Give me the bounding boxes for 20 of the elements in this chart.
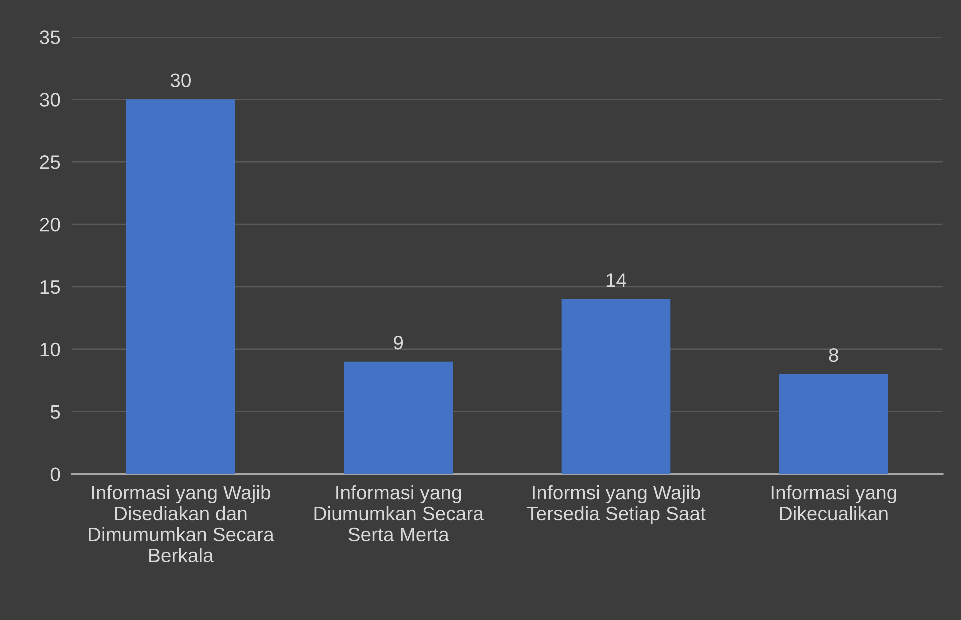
y-tick-label: 25 [40,156,60,170]
data-label: 30 [170,74,191,88]
y-tick-label: 0 [50,468,60,482]
bar [344,362,453,474]
y-tick-label: 35 [40,30,60,44]
y-tick-label: 10 [40,342,60,357]
y-tick-label: 15 [40,280,60,294]
data-label: 9 [394,336,404,350]
y-tick-label: 20 [40,218,60,232]
x-tick-label: Informasi yang Dikecualikan [772,485,896,521]
data-label: 8 [829,348,838,362]
x-tick-label: Informsi yang Wajib Tersedia Setiap Saat [526,485,706,524]
y-tick-label: 5 [50,406,60,420]
bar [779,374,888,474]
y-tick-label: 30 [40,93,60,107]
bar [126,100,236,474]
data-label: 14 [606,274,626,288]
x-tick-label: Informasi yang Wajib Disediakan dan Dimumumkan Secara Berkala [89,485,274,563]
bar [562,299,671,474]
x-tick-label: Informasi yang Diumumkan Secara Serta Merta [314,485,484,542]
